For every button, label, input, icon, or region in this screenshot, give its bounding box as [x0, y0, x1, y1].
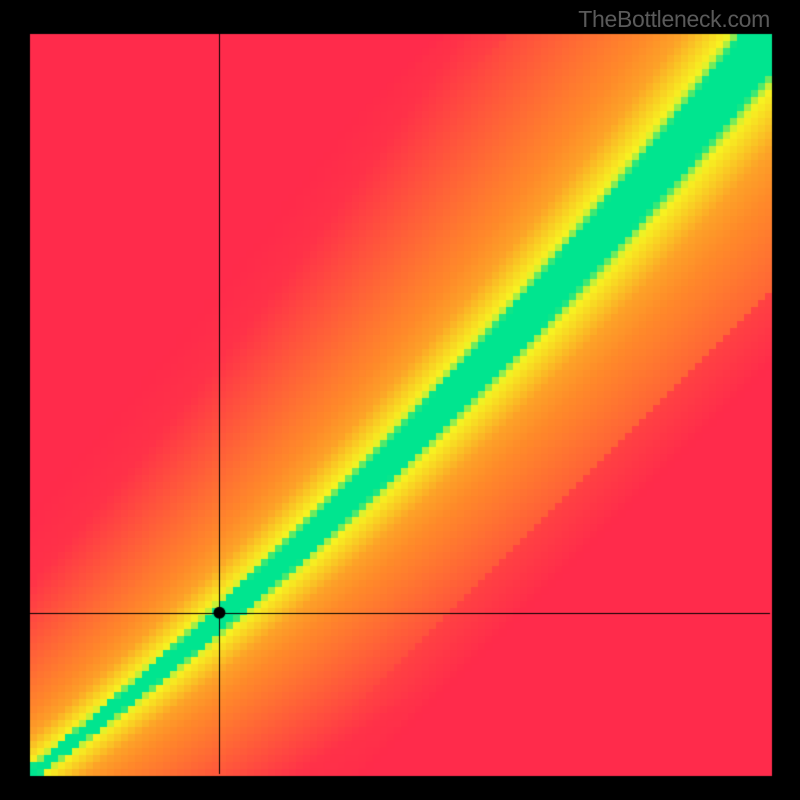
bottleneck-heatmap: [0, 0, 800, 800]
attribution-text: TheBottleneck.com: [578, 6, 770, 33]
chart-container: { "attribution": "TheBottleneck.com", "c…: [0, 0, 800, 800]
